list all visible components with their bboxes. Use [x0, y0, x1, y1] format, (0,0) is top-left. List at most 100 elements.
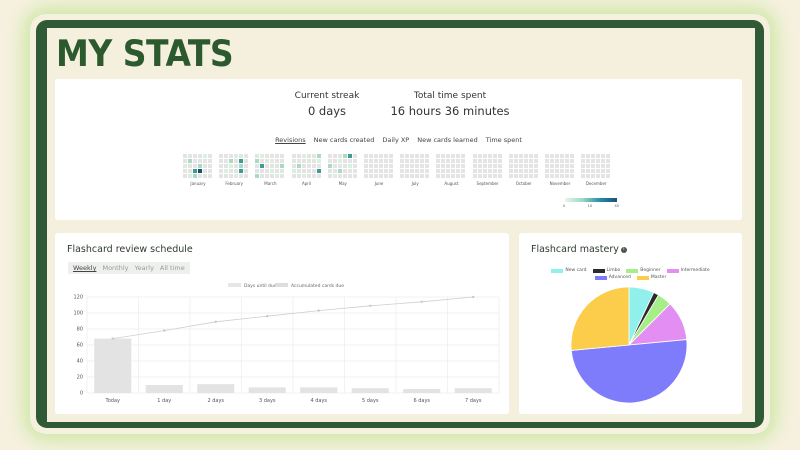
period-yearly[interactable]: Yearly [134, 264, 154, 272]
heatmap-cell[interactable] [347, 174, 352, 178]
heatmap-cell[interactable] [193, 159, 197, 163]
heatmap-cell[interactable] [410, 164, 415, 168]
heatmap-cell[interactable] [337, 174, 342, 178]
heatmap-cell[interactable] [513, 159, 518, 163]
heatmap-cell[interactable] [255, 159, 260, 163]
heatmap-cell[interactable] [342, 174, 347, 178]
heatmap-cell[interactable] [332, 159, 337, 163]
heatmap-cell[interactable] [291, 154, 296, 158]
schedule-bar[interactable] [145, 385, 183, 393]
heatmap-cell[interactable] [436, 159, 441, 163]
heatmap-cell[interactable] [203, 159, 207, 163]
heatmap-cell[interactable] [601, 164, 606, 168]
heatmap-cell[interactable] [472, 154, 477, 158]
heatmap-cell[interactable] [311, 174, 316, 178]
schedule-bar[interactable] [454, 388, 492, 393]
heatmap-cell[interactable] [472, 164, 477, 168]
info-icon[interactable]: i [620, 246, 627, 253]
heatmap-cell[interactable] [224, 169, 229, 173]
heatmap-cell[interactable] [513, 164, 518, 168]
heatmap-cell[interactable] [198, 174, 202, 178]
heatmap-cell[interactable] [550, 174, 554, 178]
heatmap-cell[interactable] [415, 164, 420, 168]
heatmap-cell[interactable] [436, 169, 441, 173]
heatmap-cell[interactable] [389, 159, 393, 163]
heatmap-cell[interactable] [400, 164, 405, 168]
heatmap-cell[interactable] [555, 159, 559, 163]
heatmap-cell[interactable] [477, 159, 482, 163]
heatmap-cell[interactable] [555, 169, 559, 173]
heatmap-cell[interactable] [203, 169, 207, 173]
heatmap-cell[interactable] [420, 169, 425, 173]
heatmap-cell[interactable] [560, 169, 564, 173]
heatmap-cell[interactable] [591, 174, 596, 178]
legend-item[interactable]: New card [551, 268, 587, 273]
heatmap-cell[interactable] [436, 154, 441, 158]
heatmap-cell[interactable] [400, 154, 405, 158]
period-monthly[interactable]: Monthly [102, 264, 129, 272]
heatmap-cell[interactable] [219, 174, 224, 178]
heatmap-cell[interactable] [513, 174, 518, 178]
heatmap-cell[interactable] [606, 169, 611, 173]
heatmap-cell[interactable] [280, 159, 285, 163]
heatmap-cell[interactable] [441, 159, 446, 163]
heatmap-cell[interactable] [570, 154, 574, 158]
heatmap-cell[interactable] [420, 159, 425, 163]
heatmap-cell[interactable] [306, 174, 311, 178]
heatmap-cell[interactable] [332, 174, 337, 178]
heatmap-cell[interactable] [581, 164, 586, 168]
heatmap-cell[interactable] [425, 159, 430, 163]
heatmap-cell[interactable] [379, 164, 383, 168]
heatmap-cell[interactable] [405, 159, 410, 163]
heatmap-cell[interactable] [296, 154, 301, 158]
heatmap-cell[interactable] [208, 164, 212, 168]
heatmap-cell[interactable] [451, 164, 456, 168]
heatmap-cell[interactable] [342, 159, 347, 163]
heatmap-cell[interactable] [410, 154, 415, 158]
heatmap-cell[interactable] [306, 154, 311, 158]
heatmap-cell[interactable] [316, 169, 321, 173]
heatmap-cell[interactable] [369, 164, 373, 168]
heatmap-cell[interactable] [497, 169, 502, 173]
heatmap-cell[interactable] [234, 164, 239, 168]
legend-item[interactable]: Advanced [594, 275, 631, 280]
heatmap-tab-3[interactable]: New cards learned [417, 136, 478, 144]
heatmap-cell[interactable] [415, 154, 420, 158]
heatmap-cell[interactable] [389, 164, 393, 168]
heatmap-cell[interactable] [384, 164, 388, 168]
heatmap-cell[interactable] [229, 159, 234, 163]
heatmap-cell[interactable] [342, 164, 347, 168]
heatmap-cell[interactable] [260, 154, 265, 158]
legend-item[interactable]: Intermediate [666, 268, 710, 273]
heatmap-cell[interactable] [188, 169, 192, 173]
heatmap-cell[interactable] [400, 159, 405, 163]
heatmap-cell[interactable] [364, 159, 368, 163]
heatmap-cell[interactable] [606, 154, 611, 158]
heatmap-cell[interactable] [560, 159, 564, 163]
heatmap-cell[interactable] [255, 169, 260, 173]
heatmap-tab-0[interactable]: Revisions [275, 136, 306, 144]
schedule-bar[interactable] [248, 387, 286, 393]
heatmap-cell[interactable] [208, 169, 212, 173]
heatmap-cell[interactable] [183, 159, 187, 163]
heatmap-cell[interactable] [446, 164, 451, 168]
heatmap-cell[interactable] [275, 164, 280, 168]
heatmap-cell[interactable] [472, 159, 477, 163]
accumulated-point[interactable] [317, 309, 320, 312]
heatmap-cell[interactable] [565, 154, 569, 158]
heatmap-cell[interactable] [379, 159, 383, 163]
heatmap-cell[interactable] [508, 164, 513, 168]
heatmap-cell[interactable] [301, 169, 306, 173]
heatmap-cell[interactable] [456, 159, 461, 163]
accumulated-point[interactable] [214, 320, 217, 323]
heatmap-cell[interactable] [244, 154, 249, 158]
heatmap-cell[interactable] [384, 169, 388, 173]
heatmap-cell[interactable] [415, 169, 420, 173]
accumulated-point[interactable] [163, 329, 166, 332]
heatmap-cell[interactable] [234, 154, 239, 158]
accumulated-point[interactable] [111, 337, 114, 340]
heatmap-cell[interactable] [219, 169, 224, 173]
heatmap-cell[interactable] [581, 174, 586, 178]
heatmap-cell[interactable] [415, 174, 420, 178]
heatmap-cell[interactable] [545, 154, 549, 158]
